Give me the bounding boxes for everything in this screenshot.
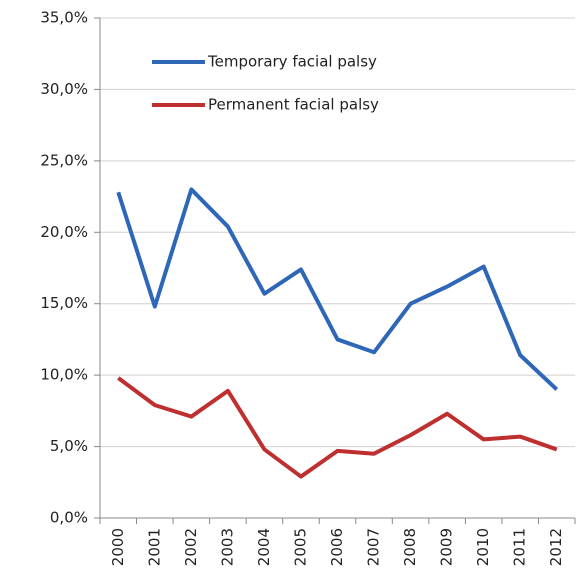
x-tick-label: 2001 — [145, 528, 163, 566]
y-tick-label: 10,0% — [40, 366, 88, 384]
x-tick-label: 2011 — [511, 528, 529, 566]
x-tick-label: 2010 — [474, 528, 492, 566]
y-tick-label: 20,0% — [40, 223, 88, 241]
x-tick-label: 2009 — [438, 528, 456, 566]
x-tick-label: 2006 — [328, 528, 346, 566]
y-tick-label: 30,0% — [40, 80, 88, 98]
data-line — [117, 376, 558, 479]
x-tick-label: 2012 — [547, 528, 565, 566]
x-tick-label: 2000 — [109, 528, 127, 566]
x-tick-label: 2004 — [255, 528, 273, 566]
data-line — [116, 187, 559, 391]
x-tick-label: 2003 — [218, 528, 236, 566]
y-tick-label: 35,0% — [40, 9, 88, 27]
legend-label: Permanent facial palsy — [208, 96, 379, 114]
y-tick-label: 0,0% — [50, 509, 88, 527]
x-tick-label: 2002 — [182, 528, 200, 566]
y-tick-label: 25,0% — [40, 151, 88, 169]
legend-label: Temporary facial palsy — [207, 53, 377, 71]
y-tick-label: 15,0% — [40, 294, 88, 312]
x-tick-label: 2007 — [365, 528, 383, 566]
y-tick-label: 5,0% — [50, 437, 88, 455]
x-tick-label: 2005 — [291, 528, 309, 566]
x-tick-label: 2008 — [401, 528, 419, 566]
